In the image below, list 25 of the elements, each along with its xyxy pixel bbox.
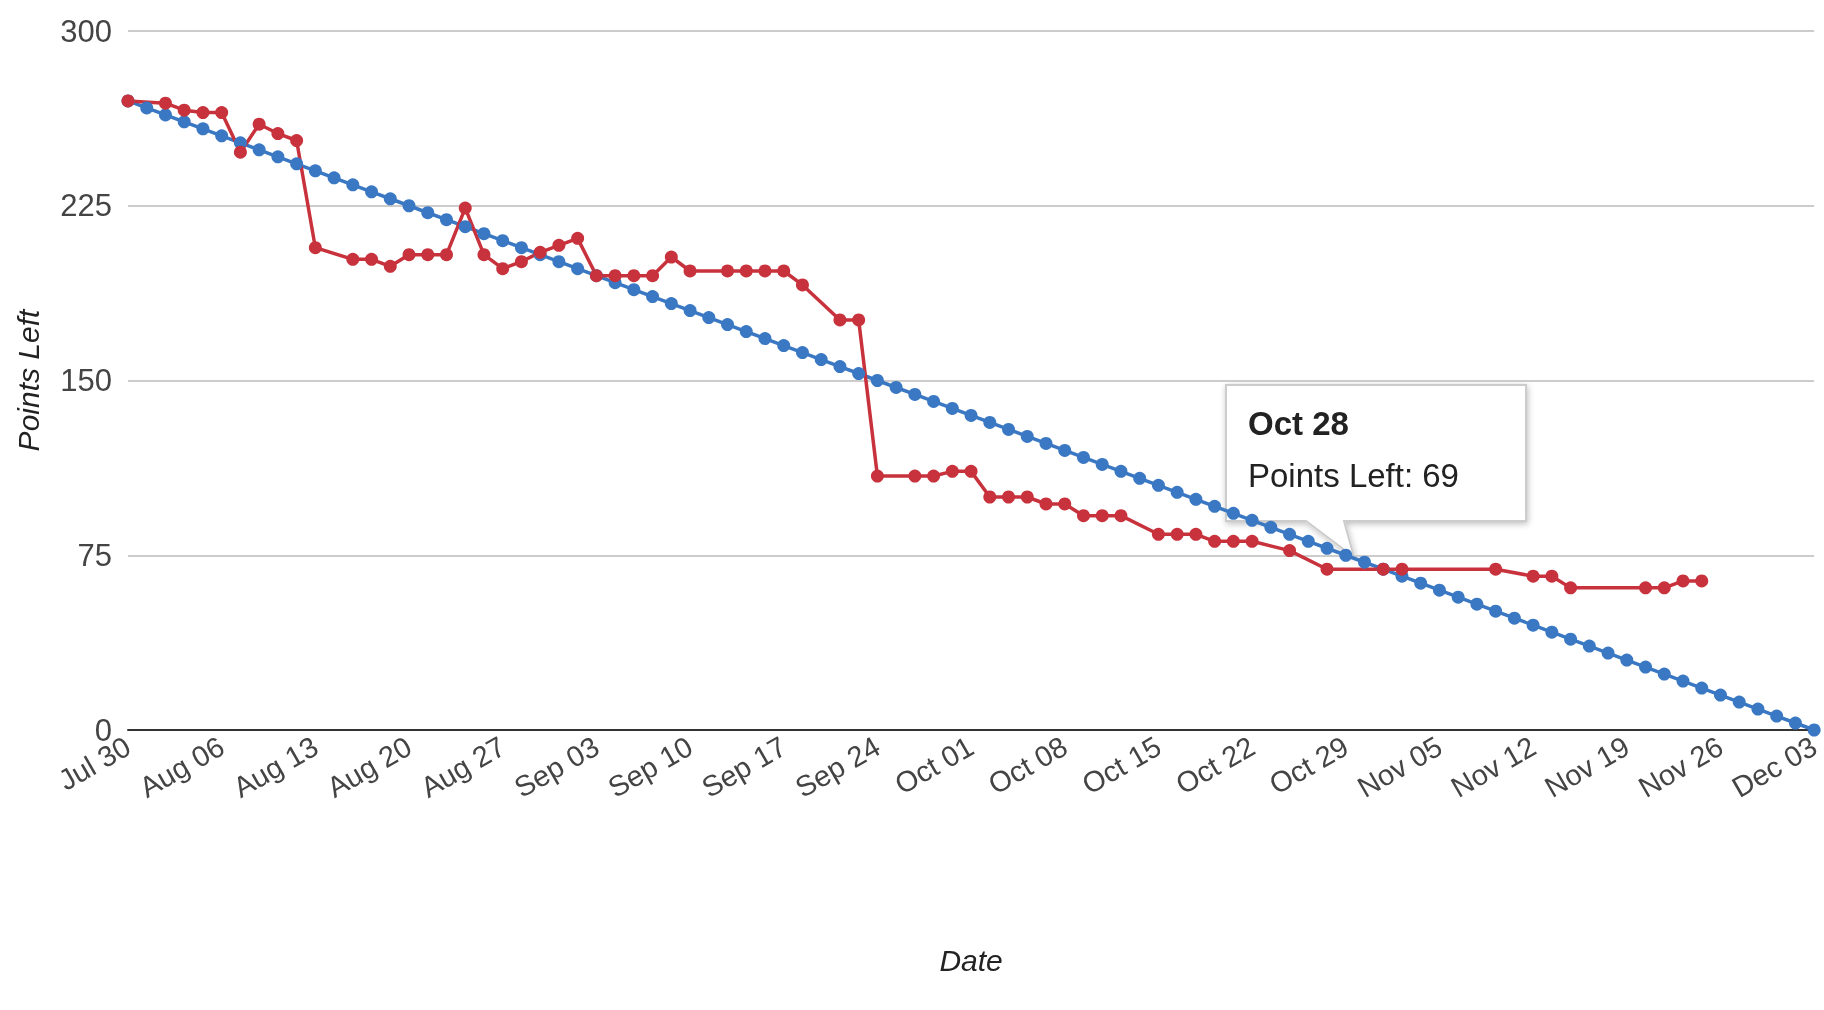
x-tick-label: Dec 03: [1726, 730, 1823, 804]
x-tick-label: Oct 22: [1170, 730, 1261, 801]
x-tick-label: Aug 27: [415, 730, 511, 804]
y-axis-title: Points Left: [11, 307, 45, 452]
x-tick-label: Aug 06: [134, 730, 230, 804]
x-tick-label: Nov 19: [1539, 730, 1635, 804]
x-tick-label: Aug 13: [227, 730, 324, 804]
x-tick-label: Sep 03: [508, 730, 605, 804]
x-axis-title: Date: [939, 943, 1003, 977]
x-tick-label: Oct 01: [889, 730, 980, 801]
y-tick-label: 75: [77, 537, 112, 573]
x-tick-label: Nov 05: [1351, 730, 1448, 804]
y-tick-label: 150: [60, 363, 112, 398]
y-tick-label: 300: [60, 13, 112, 49]
annotation: Oct 28 Points Left: 69: [1248, 405, 1459, 494]
x-tick-label: Oct 29: [1263, 730, 1354, 801]
x-tick-label: Sep 24: [789, 730, 886, 804]
x-tick-label: Nov 12: [1445, 730, 1542, 804]
x-tick-label: Nov 26: [1632, 730, 1729, 804]
x-tick-label: Sep 10: [602, 730, 699, 804]
y-tick-label: 225: [60, 188, 112, 224]
x-tick-label: Sep 17: [696, 730, 792, 804]
x-tick-label: Oct 08: [982, 730, 1073, 801]
x-tick-label: Oct 15: [1076, 730, 1167, 801]
x-tick-label: Aug 20: [321, 730, 418, 804]
